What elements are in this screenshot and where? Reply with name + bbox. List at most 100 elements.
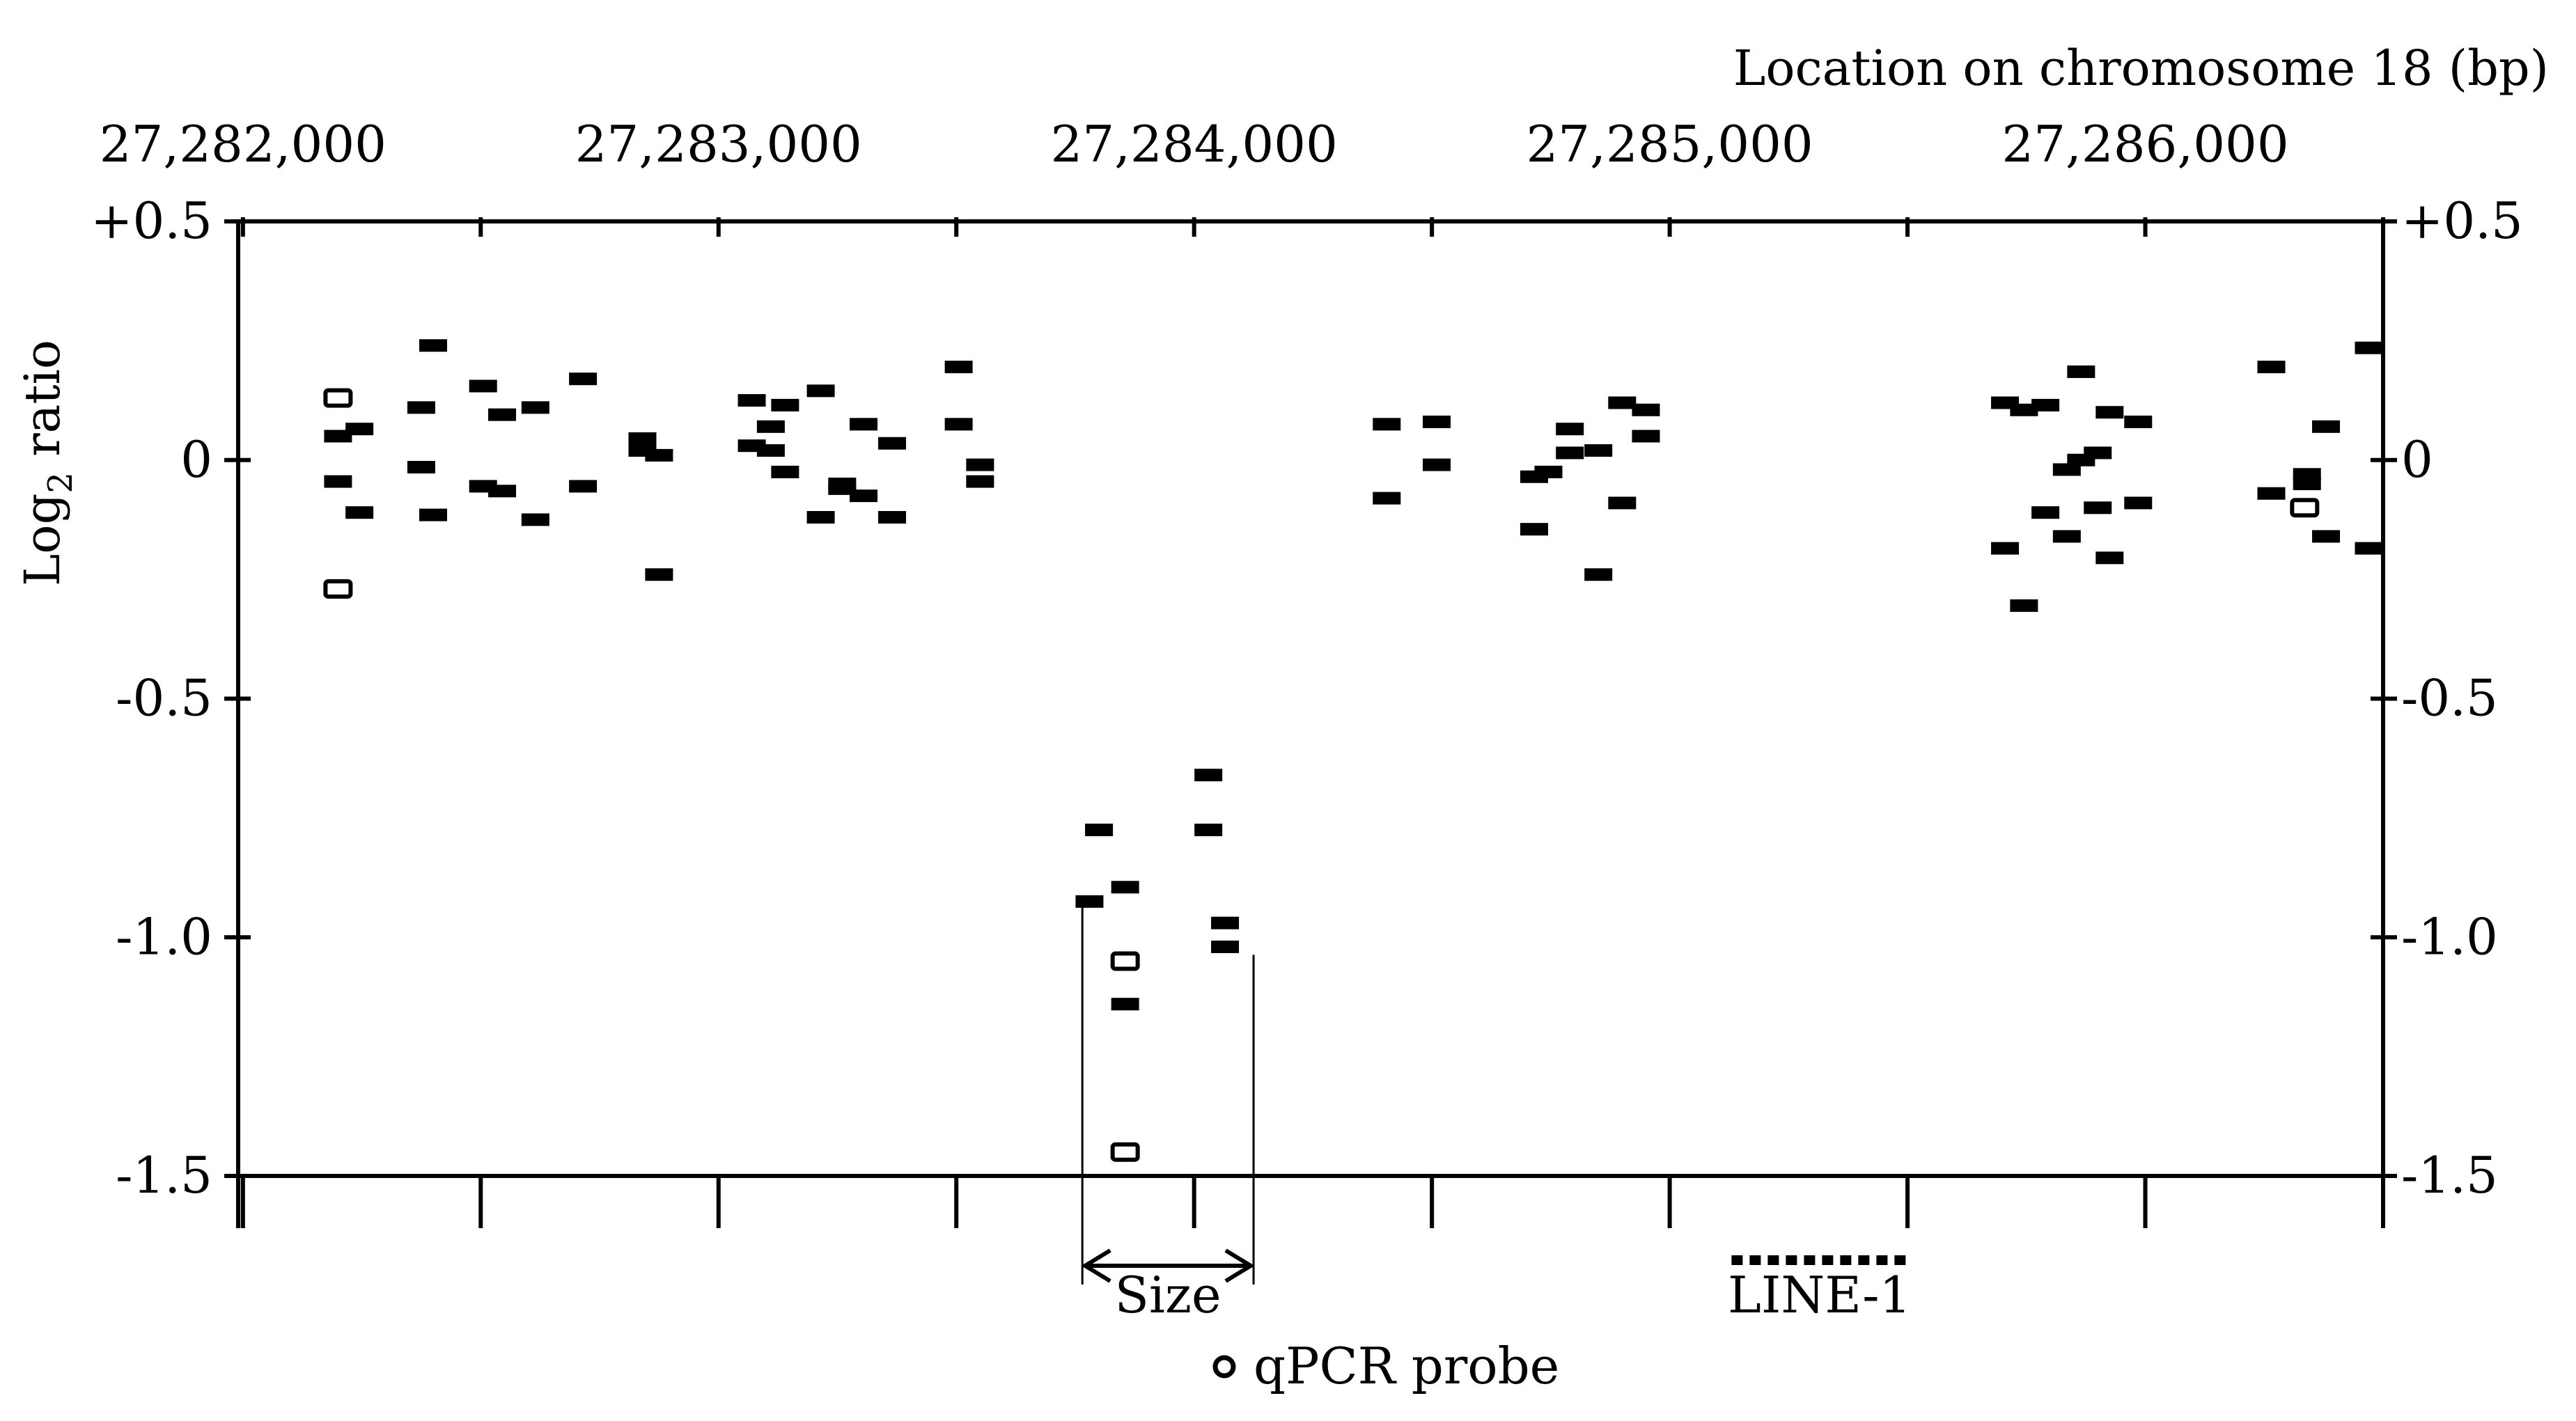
array-probe-mark: [569, 480, 598, 493]
array-probe-mark: [419, 339, 447, 352]
array-probe-mark: [2052, 530, 2081, 543]
array-probe-mark: [2031, 398, 2060, 411]
array-probe-mark: [1556, 423, 1584, 436]
array-probe-mark: [1991, 542, 2020, 555]
array-probe-mark: [1584, 444, 1613, 457]
legend: qPCR probe: [1212, 1337, 1559, 1395]
array-probe-mark: [878, 437, 907, 450]
y-axis-label-main: Log: [14, 494, 71, 586]
array-probe-mark: [407, 401, 435, 414]
array-probe-mark: [1534, 465, 1563, 478]
array-probe-mark: [756, 444, 785, 457]
array-probe-mark: [419, 508, 447, 521]
array-probe-mark: [521, 401, 549, 414]
legend-qpcr-marker: [1212, 1355, 1236, 1379]
y-axis-ticks: +0.5 +0.5 0 0 -0.5 -0.5 -1.0 -1.0 -1.5 -1.5: [91, 191, 2523, 1204]
array-probe-mark: [2031, 506, 2060, 519]
array-probe-mark: [645, 568, 673, 581]
array-probe-mark: [771, 465, 799, 478]
array-probe-mark: [1422, 415, 1451, 428]
array-probe-mark: [806, 511, 835, 524]
legend-qpcr-label: qPCR probe: [1254, 1337, 1559, 1395]
array-probe-mark: [2124, 496, 2153, 510]
array-probe-mark: [878, 511, 907, 524]
array-probe-mark: [2084, 501, 2112, 515]
array-probe-mark: [1556, 446, 1584, 460]
array-probe-mark: [1584, 568, 1613, 581]
qpcr-probe-mark: [1110, 1142, 1140, 1162]
top-axis-ticks: 27,282,000 27,283,000 27,284,000 27,285,000…: [100, 115, 2385, 237]
array-probe-mark: [407, 461, 435, 474]
array-probe-mark: [2312, 420, 2341, 433]
bottom-axis-ticks: [236, 1176, 2385, 1228]
top-tick-label: 27,283,000: [575, 115, 862, 173]
size-arrow-left-head: [1081, 1248, 1111, 1283]
y-axis-label-subscript: 2: [41, 472, 80, 494]
y-tick-label-right: -1.5: [2401, 1146, 2498, 1204]
array-probe-mark: [1373, 492, 1401, 505]
array-probe-mark: [2095, 551, 2124, 565]
array-probe-mark: [324, 430, 352, 443]
array-probe-mark: [2010, 599, 2038, 612]
array-probe-mark: [2010, 403, 2038, 416]
array-probe-mark: [944, 418, 973, 431]
array-probe-mark: [1211, 916, 1240, 929]
y-axis-label-tail: ratio: [14, 340, 71, 472]
y-axis-label: Log2 ratio: [14, 340, 80, 586]
array-probe-mark: [2084, 446, 2112, 460]
array-probe-mark: [2052, 463, 2081, 476]
array-probe-mark: [469, 379, 497, 393]
y-tick-label-left: 0: [180, 430, 212, 489]
array-probe-mark: [2355, 341, 2383, 354]
top-tick-label: 27,284,000: [1051, 115, 1338, 173]
y-tick-label-right: +0.5: [2401, 191, 2523, 250]
array-probe-mark: [771, 398, 799, 411]
array-probe-mark: [850, 489, 878, 503]
array-probe-mark: [2293, 478, 2321, 491]
array-probe-mark: [2257, 487, 2286, 500]
top-tick-label: 27,286,000: [2001, 115, 2288, 173]
qpcr-probe-mark: [2290, 498, 2320, 518]
array-probe-mark: [1373, 418, 1401, 431]
top-tick-label: 27,285,000: [1526, 115, 1813, 173]
array-probe-mark: [1608, 496, 1637, 510]
line1-element: LINE-1: [1728, 1255, 1911, 1324]
array-probe-mark: [2257, 361, 2286, 374]
array-probe-mark: [2355, 542, 2383, 555]
y-tick-label-left: +0.5: [91, 191, 212, 250]
size-bracket: Size: [1081, 906, 1255, 1324]
array-probe-mark: [2293, 468, 2321, 481]
array-probe-mark: [1075, 895, 1104, 908]
top-axis-label: Location on chromosome 18 (bp): [1733, 40, 2549, 97]
array-probes: [324, 339, 2383, 1011]
array-probe-mark: [944, 361, 973, 374]
array-probe-mark: [1111, 881, 1139, 894]
array-probe-mark: [521, 513, 549, 526]
array-probe-mark: [645, 448, 673, 462]
y-tick-label-right: -0.5: [2401, 669, 2498, 728]
array-probe-mark: [828, 482, 857, 495]
size-arrow-right-head: [1224, 1248, 1255, 1283]
array-probe-mark: [737, 394, 766, 407]
array-probe-mark: [850, 418, 878, 431]
y-tick-label-right: -1.0: [2401, 907, 2498, 966]
array-probe-mark: [1422, 458, 1451, 471]
plot-frame: [236, 219, 2385, 1178]
array-probe-mark: [1211, 940, 1240, 953]
array-probe-mark: [324, 475, 352, 488]
y-tick-label-left: -0.5: [116, 669, 212, 728]
qpcr-probe-mark: [323, 579, 353, 599]
array-probe-mark: [2312, 530, 2341, 543]
array-probe-mark: [2124, 415, 2153, 428]
array-probe-mark: [488, 485, 517, 498]
array-probe-mark: [1111, 998, 1139, 1011]
y-tick-label-left: -1.0: [116, 907, 212, 966]
qpcr-probes: [323, 388, 2320, 1162]
array-probe-mark: [628, 432, 657, 445]
array-probe-mark: [966, 458, 994, 471]
array-probe-mark: [1608, 396, 1637, 409]
array-probe-mark: [2095, 406, 2124, 419]
array-probe-mark: [488, 408, 517, 421]
y-tick-label-left: -1.5: [116, 1146, 212, 1204]
